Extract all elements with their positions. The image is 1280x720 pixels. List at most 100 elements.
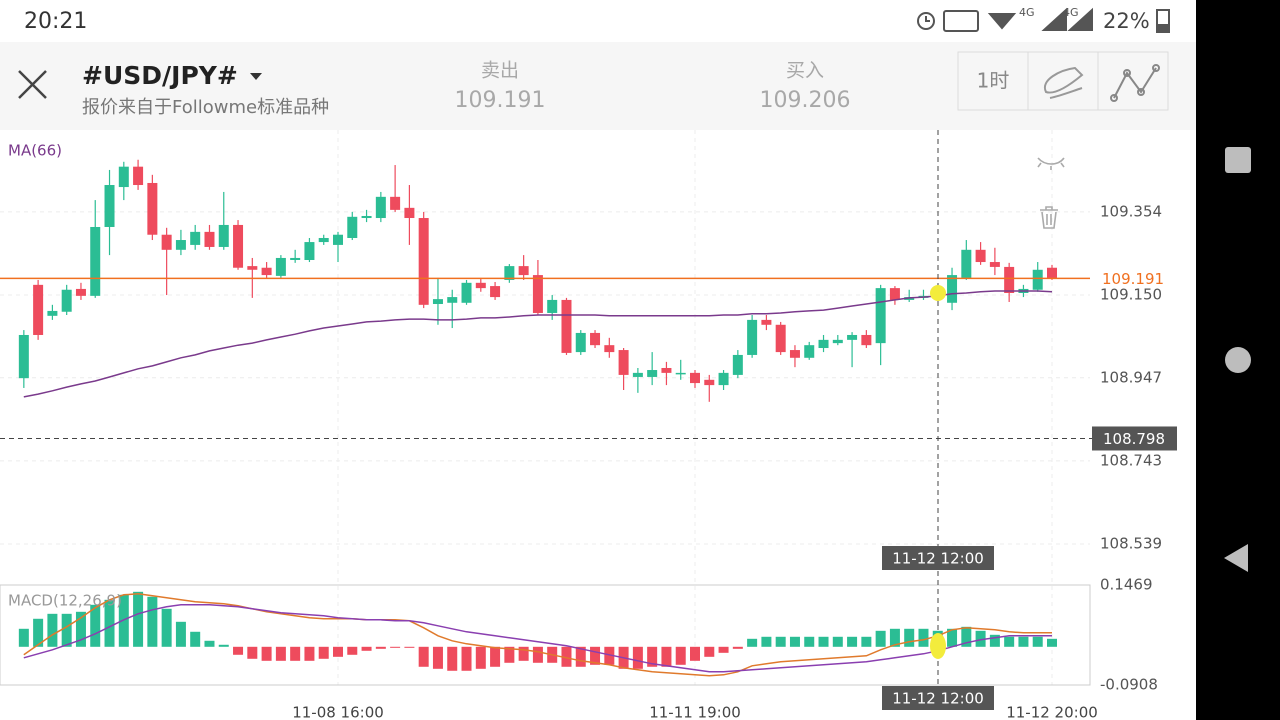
macd-bar: [261, 646, 272, 661]
candle-body: [118, 166, 129, 188]
macd-bar: [390, 646, 401, 648]
buy-price: 109.206: [760, 88, 851, 113]
candle-body: [675, 372, 686, 375]
macd-bar: [675, 646, 686, 665]
macd-bar: [1018, 636, 1029, 647]
macd-bar: [118, 594, 129, 647]
indicator-button[interactable]: [1110, 64, 1160, 102]
sell-label: 卖出: [481, 60, 519, 82]
crosshair-dot: [930, 285, 946, 301]
y-tick-label: 109.150: [1100, 286, 1162, 304]
candle-body: [233, 224, 244, 268]
macd-bar: [632, 646, 643, 669]
macd-bar: [33, 618, 44, 647]
macd-bar: [875, 630, 886, 647]
candle-body: [532, 275, 543, 313]
macd-bar: [190, 631, 201, 647]
candle-body: [961, 249, 972, 278]
macd-bar: [318, 646, 329, 659]
candle-body: [475, 282, 486, 289]
home-button[interactable]: [1225, 347, 1251, 373]
recents-button[interactable]: [1225, 147, 1251, 173]
candle-body: [690, 372, 700, 384]
status-time: 20:21: [24, 9, 87, 34]
candle-body: [632, 372, 643, 377]
candle-body: [647, 370, 658, 377]
macd-bar: [304, 646, 315, 661]
symbol-dropdown[interactable]: [250, 73, 262, 80]
macd-bar: [818, 636, 829, 647]
symbol[interactable]: #USD/JPY#: [82, 61, 238, 90]
macd-bar: [147, 596, 158, 647]
candle-body: [275, 257, 286, 276]
close-button[interactable]: [18, 70, 47, 99]
macd-bar: [975, 630, 986, 647]
macd-bar: [761, 636, 772, 647]
macd-bar: [918, 628, 929, 647]
candle-body: [575, 332, 586, 353]
y-tick-label: 108.743: [1100, 451, 1162, 469]
candle-body: [490, 286, 501, 298]
sell-price: 109.191: [455, 88, 546, 113]
macd-bar: [889, 628, 900, 647]
candle-body: [18, 334, 29, 379]
macd-bar: [647, 646, 658, 667]
macd-bar: [461, 646, 472, 671]
macd-bar: [1004, 636, 1015, 647]
hide-icon[interactable]: [1037, 157, 1065, 170]
y-tick-label: -0.0908: [1100, 676, 1158, 694]
macd-bar: [732, 646, 743, 649]
macd-bar: [532, 646, 543, 663]
candle-body: [704, 379, 715, 386]
candle-body: [190, 231, 201, 245]
back-button[interactable]: [1224, 544, 1248, 572]
macd-bar: [832, 636, 843, 647]
candle-body: [975, 249, 986, 263]
network-label: 4G: [1019, 6, 1035, 19]
macd-bar: [418, 646, 429, 667]
candle-body: [789, 350, 800, 358]
candle-body: [1004, 266, 1015, 294]
status-icons: [917, 7, 1170, 33]
macd-bar: [361, 646, 372, 651]
plot: 108.539 108.743 108.947 109.150 109.354 11-08…: [0, 130, 1177, 720]
candle-body: [432, 299, 443, 305]
macd-bar: [661, 646, 672, 667]
candle-body: [390, 196, 401, 210]
macd-bar: [704, 646, 715, 657]
macd-bar: [447, 646, 458, 671]
x-tick-label: 11-12 20:00: [1006, 704, 1098, 720]
crosshair-time-tag: [882, 546, 994, 570]
candle-body: [561, 299, 572, 353]
candle-body: [218, 224, 229, 247]
candle-body: [61, 289, 72, 312]
macd-bar: [133, 591, 144, 647]
candle-body: [832, 339, 843, 344]
candle-body: [747, 319, 758, 355]
macd-bar: [90, 604, 101, 647]
candle-body: [504, 266, 515, 280]
delete-icon[interactable]: [1040, 206, 1058, 229]
candle-body: [447, 297, 458, 303]
x-tick-label: 11-11 19:00: [649, 704, 741, 720]
macd-bar: [404, 646, 415, 648]
candle-body: [889, 288, 900, 300]
candle-body: [404, 207, 415, 219]
draw-tool-button[interactable]: [1043, 66, 1084, 99]
timeframe-button[interactable]: 1时: [977, 69, 1010, 93]
network-label: 4G: [1063, 6, 1079, 19]
candle-body: [304, 242, 315, 260]
candle-body: [290, 257, 301, 260]
candle-body: [247, 266, 258, 270]
candle-body: [989, 262, 1000, 267]
crosshair-dot: [930, 633, 946, 659]
macd-bar: [590, 646, 601, 665]
candle-body: [775, 324, 786, 353]
macd-bar: [75, 611, 86, 647]
candle-body: [347, 216, 358, 238]
candle-body: [847, 334, 858, 340]
macd-bar: [947, 628, 958, 647]
candle-body: [818, 339, 829, 349]
